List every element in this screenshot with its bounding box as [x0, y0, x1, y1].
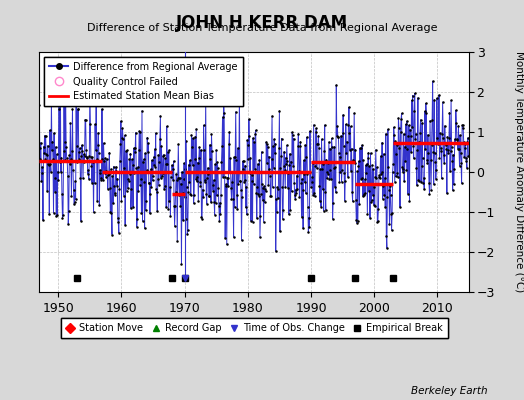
- Legend: Difference from Regional Average, Quality Control Failed, Estimated Station Mean: Difference from Regional Average, Qualit…: [44, 57, 243, 106]
- Y-axis label: Monthly Temperature Anomaly Difference (°C): Monthly Temperature Anomaly Difference (…: [515, 51, 524, 293]
- Text: JOHN H KERR DAM: JOHN H KERR DAM: [176, 14, 348, 32]
- Legend: Station Move, Record Gap, Time of Obs. Change, Empirical Break: Station Move, Record Gap, Time of Obs. C…: [61, 318, 447, 338]
- Text: Berkeley Earth: Berkeley Earth: [411, 386, 487, 396]
- Text: Difference of Station Temperature Data from Regional Average: Difference of Station Temperature Data f…: [87, 23, 437, 33]
